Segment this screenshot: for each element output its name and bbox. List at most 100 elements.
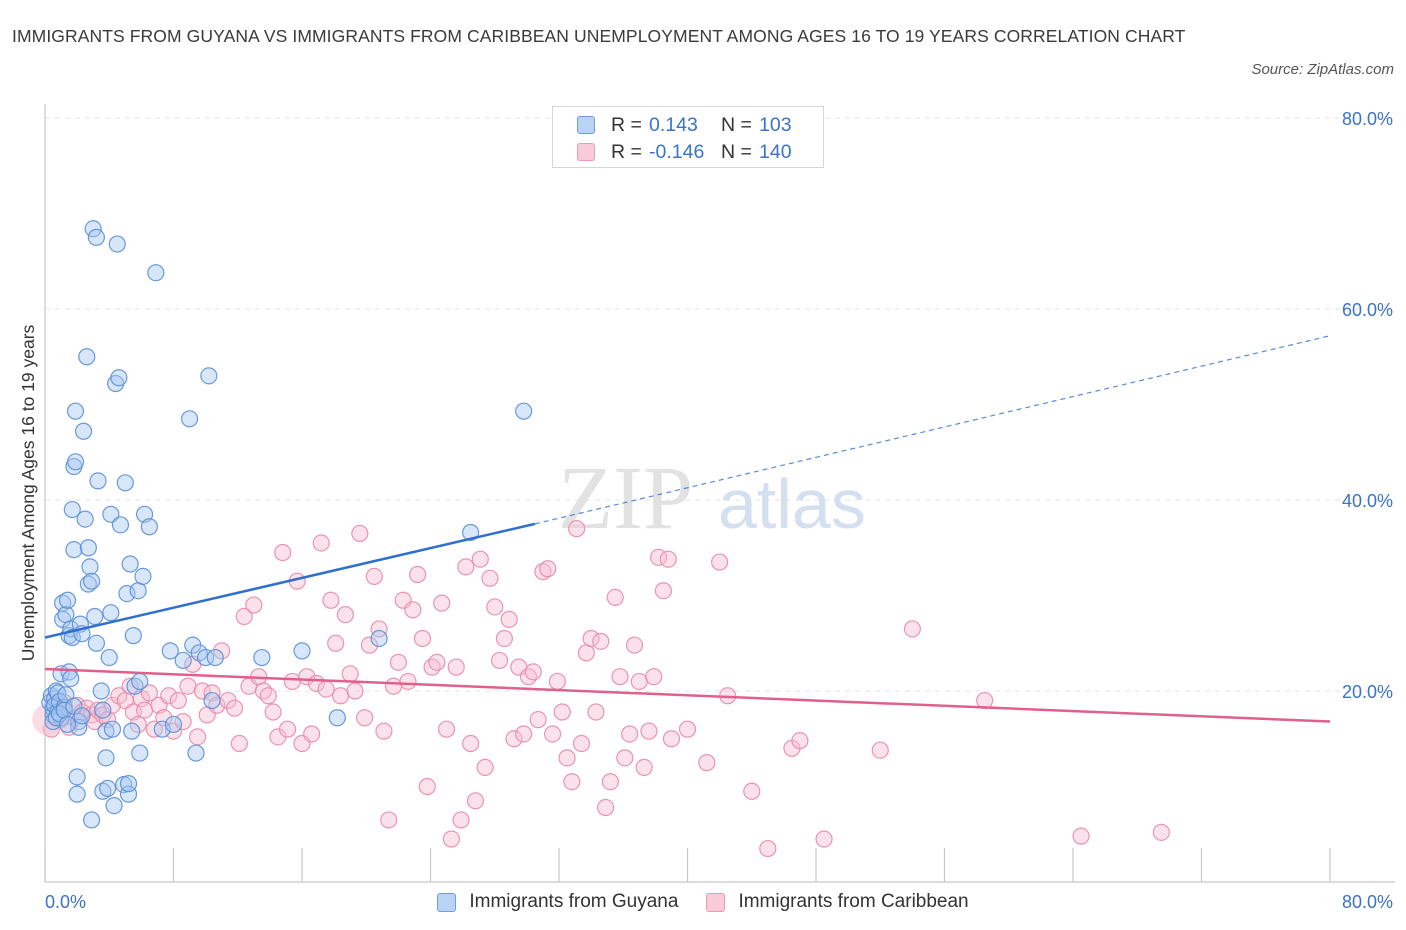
data-point-caribbean (336, 605, 354, 624)
data-point-caribbean (616, 749, 634, 767)
data-point-guyana (65, 541, 83, 559)
data-point-guyana (86, 607, 104, 626)
data-point-caribbean (524, 663, 542, 681)
data-point-guyana (76, 510, 94, 528)
data-point-guyana (87, 634, 106, 652)
data-point-caribbean (442, 830, 460, 848)
data-point-guyana (118, 584, 136, 603)
data-point-guyana (253, 648, 271, 667)
data-point-guyana (73, 707, 91, 725)
data-point-guyana (66, 402, 85, 420)
n-label: N = (721, 140, 752, 163)
data-point-caribbean (654, 582, 673, 600)
data-point-caribbean (360, 636, 379, 654)
data-point-guyana (110, 369, 128, 387)
data-point-guyana (197, 648, 215, 667)
data-point-guyana (94, 782, 112, 800)
data-point-guyana (187, 744, 205, 762)
r-label: R = (611, 140, 642, 163)
data-point-caribbean (515, 725, 533, 743)
guyana-swatch (577, 116, 595, 134)
data-point-caribbean (179, 677, 197, 695)
data-point-guyana (123, 722, 141, 740)
data-point-caribbean (500, 610, 518, 628)
data-point-guyana (103, 720, 122, 738)
legend-row-guyana: R = 0.143 N = 103 (577, 112, 792, 138)
legend-label-caribbean: Immigrants from Caribbean (738, 891, 969, 912)
data-point-guyana (78, 348, 96, 366)
data-point-caribbean (568, 520, 586, 538)
data-point-caribbean (601, 773, 620, 791)
data-point-guyana (79, 539, 97, 557)
data-point-guyana (124, 627, 142, 645)
data-point-caribbean (640, 722, 658, 740)
data-point-caribbean (235, 607, 253, 626)
data-point-caribbean (592, 632, 610, 650)
data-point-guyana (68, 768, 86, 786)
legend-item-guyana[interactable]: Immigrants from Guyana (437, 891, 678, 913)
data-point-caribbean (365, 567, 383, 586)
series-legend: Immigrants from Guyana Immigrants from C… (0, 888, 1406, 916)
data-point-caribbean (140, 684, 159, 702)
data-point-caribbean (519, 668, 538, 686)
y-tick-label: 60.0% (1342, 300, 1393, 320)
data-point-caribbean (452, 811, 470, 829)
data-point-caribbean (370, 620, 388, 638)
data-point-guyana (97, 749, 115, 767)
data-point-caribbean (606, 588, 624, 607)
data-point-guyana (462, 523, 480, 542)
tick-labels: 20.0% 40.0% 60.0% 80.0% 0.0% 80.0% (45, 109, 1393, 912)
data-point-guyana (180, 410, 199, 428)
data-point-caribbean (188, 728, 207, 746)
data-point-caribbean (572, 734, 591, 753)
data-point-caribbean (389, 653, 407, 671)
data-point-caribbean (264, 703, 282, 721)
data-point-guyana (515, 402, 533, 420)
data-point-caribbean (317, 680, 335, 698)
data-point-caribbean (635, 758, 653, 777)
data-point-guyana (203, 691, 221, 710)
data-point-caribbean (160, 687, 178, 705)
data-point-caribbean (490, 651, 509, 670)
data-point-guyana (58, 715, 77, 734)
data-point-caribbean (645, 668, 663, 686)
series-guyana-points (41, 220, 533, 829)
data-point-guyana (121, 555, 139, 573)
legend-item-caribbean[interactable]: Immigrants from Caribbean (706, 891, 969, 913)
data-point-caribbean (662, 730, 681, 748)
data-point-guyana (68, 785, 86, 803)
data-point-caribbean (621, 725, 639, 743)
legend-label-guyana: Immigrants from Guyana (469, 891, 679, 912)
data-point-guyana (63, 628, 81, 647)
guyana-swatch (437, 892, 457, 912)
r-value: 0.143 (649, 113, 698, 136)
data-point-caribbean (791, 732, 809, 750)
data-point-guyana (94, 701, 112, 719)
r-label: R = (611, 113, 642, 136)
data-point-guyana (99, 779, 117, 798)
data-point-guyana (328, 709, 346, 727)
data-point-caribbean (743, 782, 761, 800)
data-point-caribbean (327, 634, 345, 652)
data-point-guyana (126, 677, 144, 695)
data-point-caribbean (659, 550, 677, 568)
correlation-legend: R = 0.143 N = 103 R = -0.146 N = 140 (552, 106, 824, 168)
data-point-caribbean (630, 672, 648, 691)
data-point-guyana (92, 682, 110, 700)
data-point-guyana (82, 572, 101, 590)
data-point-guyana (116, 474, 134, 492)
data-point-caribbean (577, 644, 595, 662)
n-value: 140 (759, 140, 792, 163)
data-point-caribbean (587, 703, 605, 721)
data-point-caribbean (278, 720, 297, 738)
data-point-caribbean (129, 715, 147, 734)
data-point-caribbean (413, 629, 432, 648)
data-point-guyana (129, 582, 147, 600)
data-point-caribbean (213, 642, 231, 660)
data-point-caribbean (331, 687, 350, 705)
data-point-caribbean (476, 758, 494, 777)
data-point-caribbean (351, 524, 369, 543)
data-point-caribbean (678, 720, 697, 738)
data-point-guyana (206, 648, 224, 667)
data-point-guyana (79, 575, 97, 593)
